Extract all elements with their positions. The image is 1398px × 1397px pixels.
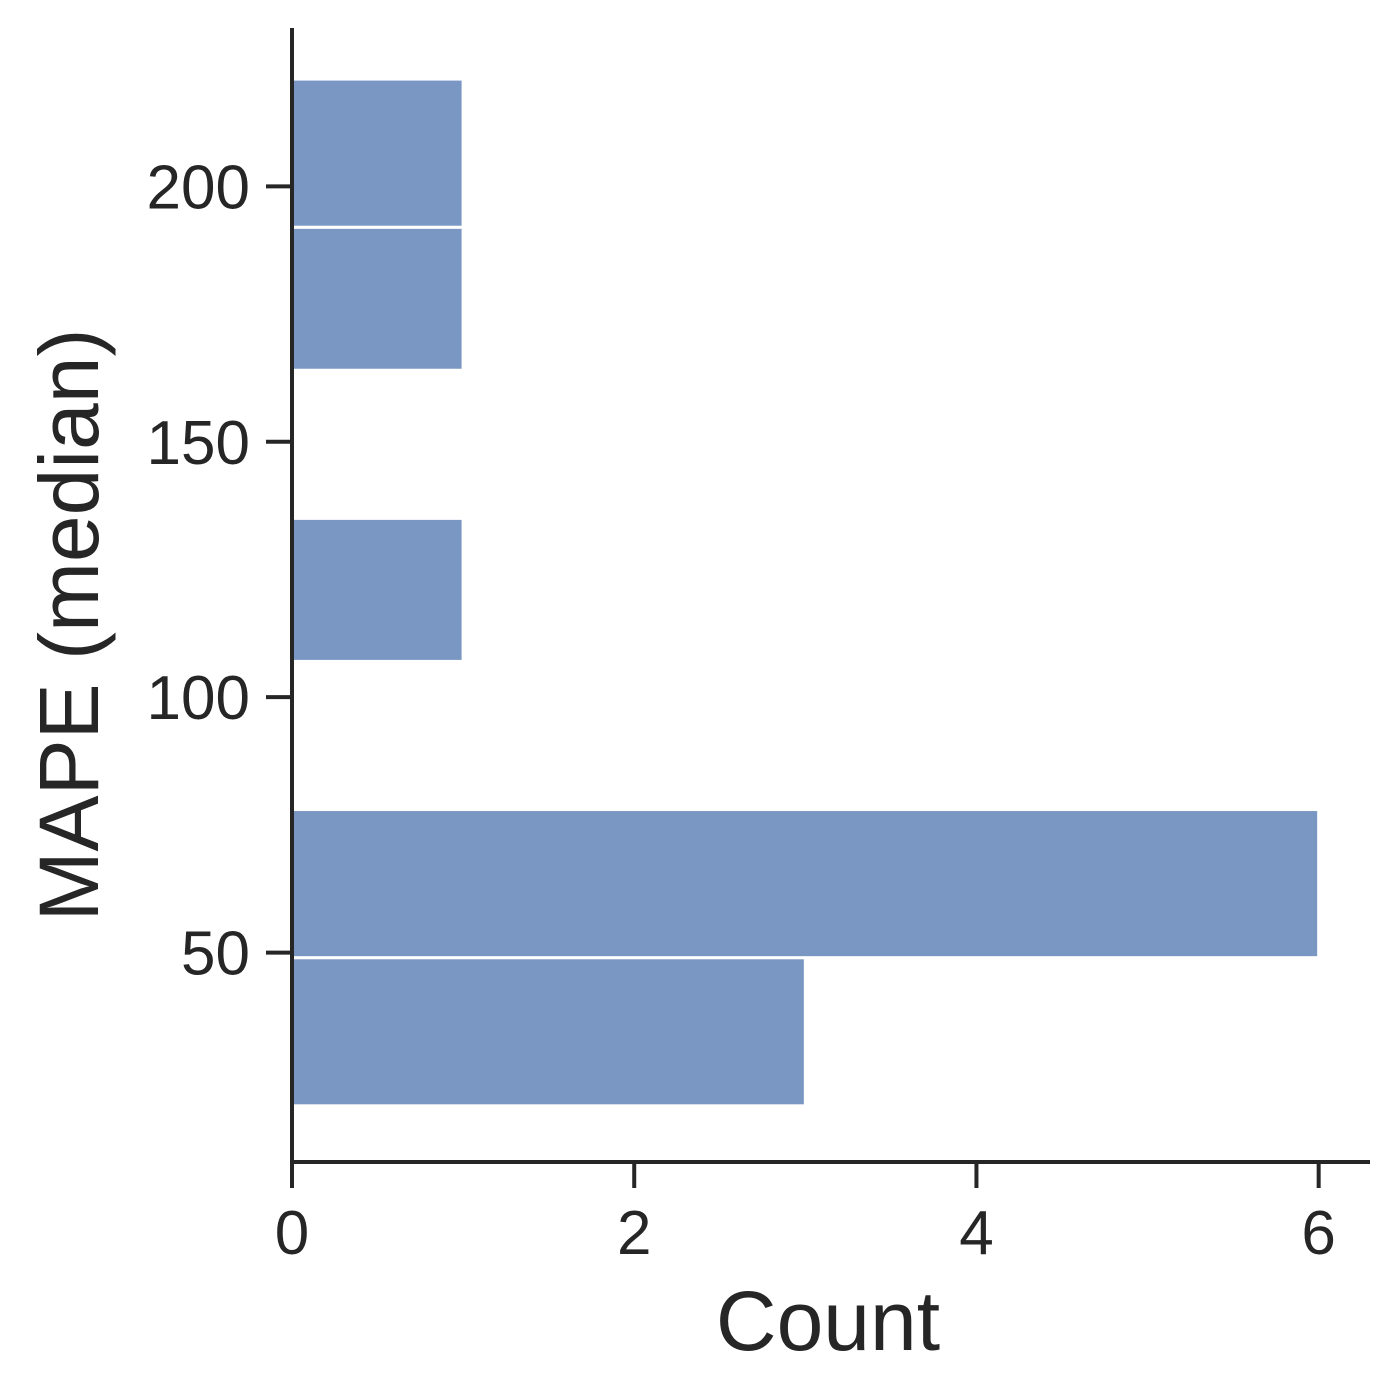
histogram-bar (290, 225, 465, 372)
x-tick-label: 0 (275, 1199, 309, 1268)
x-tick-label: 6 (1301, 1199, 1335, 1268)
x-ticks-group: 0 2 4 6 (275, 1162, 1336, 1268)
histogram-bar (290, 77, 465, 229)
y-tick-label: 200 (147, 153, 250, 222)
bars-group (290, 77, 1321, 1108)
y-ticks-group: 50 100 150 200 (147, 153, 292, 989)
x-axis-title: Count (716, 1274, 940, 1368)
histogram-bar (290, 516, 465, 663)
y-tick-label: 50 (181, 920, 250, 989)
histogram-bar (290, 808, 1321, 960)
y-tick-label: 100 (147, 664, 250, 733)
x-tick-label: 4 (959, 1199, 993, 1268)
histogram-bar (290, 956, 807, 1108)
y-tick-label: 150 (147, 409, 250, 478)
y-axis-title: MAPE (median) (22, 329, 116, 922)
x-tick-label: 2 (617, 1199, 651, 1268)
